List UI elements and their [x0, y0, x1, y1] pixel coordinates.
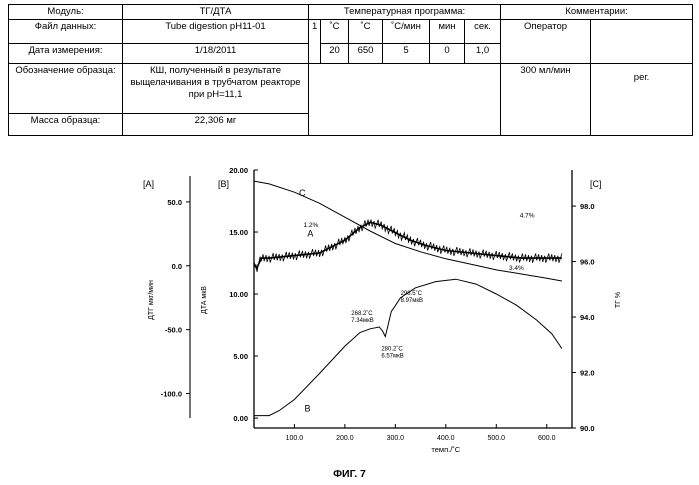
annotation-label: 280.2˚C [381, 346, 403, 353]
tg-tick-label: 92.0 [580, 369, 595, 378]
tg-tick-label: 98.0 [580, 202, 595, 211]
x-tick-label: 300.0 [387, 435, 405, 442]
dtg-tick-label: 0.0 [172, 262, 182, 271]
series-b-line [254, 278, 563, 417]
tg-tick-label: 90.0 [580, 424, 595, 433]
dta-tick-label: 5.00 [233, 352, 248, 361]
x-tick-label: 100.0 [286, 435, 304, 442]
tg-dta-chart: 100.0 200.0 300.0 400.0 500.0 600.0 темп./˚C 50… [143, 166, 622, 454]
x-tick-label: 600.0 [538, 435, 556, 442]
sample-value: КШ, полученный в результате выщелачивани… [122, 63, 309, 114]
dta-tick-label: 10.00 [229, 290, 248, 299]
tg-axis-label: ТГ % [615, 292, 622, 308]
annotation-label: 268.2˚C [351, 310, 373, 317]
dtg-axis-label: ДТГ мкг/мин [148, 280, 155, 320]
series-a-noise [253, 219, 563, 272]
x-tick-label: 400.0 [437, 435, 455, 442]
annotation-label: 6.57мкВ [381, 354, 403, 360]
annotation-label: 3.4% [509, 265, 524, 272]
series-a-line [253, 221, 562, 271]
x-tick-label: 500.0 [488, 435, 506, 442]
annotation-label: 8.97мкВ [401, 298, 423, 304]
series-c-line [253, 180, 562, 282]
series-a-label: A [307, 229, 313, 239]
dtg-tick-label: 50.0 [167, 198, 182, 207]
tg-axis-tag: [C] [590, 179, 602, 189]
dtg-tick-label: -50.0 [165, 326, 182, 335]
sample-info-table: Модуль: ТГ/ДТА Температурная программа: … [8, 4, 694, 136]
x-axis-label: темп./˚C [431, 445, 460, 454]
datafile-value: Tube digestion pH11-01 [122, 19, 309, 44]
tg-tick-label: 96.0 [580, 258, 595, 267]
tg-tick-label: 94.0 [580, 313, 595, 322]
annotation-label: 1.2% [304, 222, 319, 229]
mass-label: Масса образца: [8, 113, 123, 136]
program-blank [307, 63, 502, 136]
dta-axis-tag: [B] [218, 179, 229, 189]
annotation-label: 4.7% [520, 212, 535, 219]
operator-label: Оператор [500, 19, 592, 44]
dta-axis-label: ДТА мкВ [201, 286, 208, 314]
mass-value: 22,306 мг [122, 113, 309, 136]
header-rate: ˚С/мин [382, 19, 430, 44]
dtg-axis-tag: [A] [143, 179, 154, 189]
flow-unit: рег. [590, 63, 694, 136]
dtg-tick-label: -100.0 [161, 390, 182, 399]
operator-value [590, 19, 694, 64]
series-b-label: B [304, 403, 310, 413]
dta-tick-label: 0.00 [233, 414, 248, 423]
flow-value: 300 мл/мин [500, 63, 592, 136]
x-tick-label: 200.0 [336, 435, 354, 442]
annotation-label: 298.5˚C [401, 290, 423, 297]
dta-tick-label: 15.00 [229, 228, 248, 237]
annotation-label: 7.34мкВ [351, 318, 373, 324]
figure-caption: ФИГ. 7 [333, 468, 366, 480]
sample-label: Обозначение образца: [8, 63, 123, 114]
header-min: мин [429, 19, 465, 44]
dta-tick-label: 20.00 [229, 166, 248, 175]
series-c-label: C [299, 188, 306, 198]
header-end-temp: ˚C [348, 19, 383, 44]
